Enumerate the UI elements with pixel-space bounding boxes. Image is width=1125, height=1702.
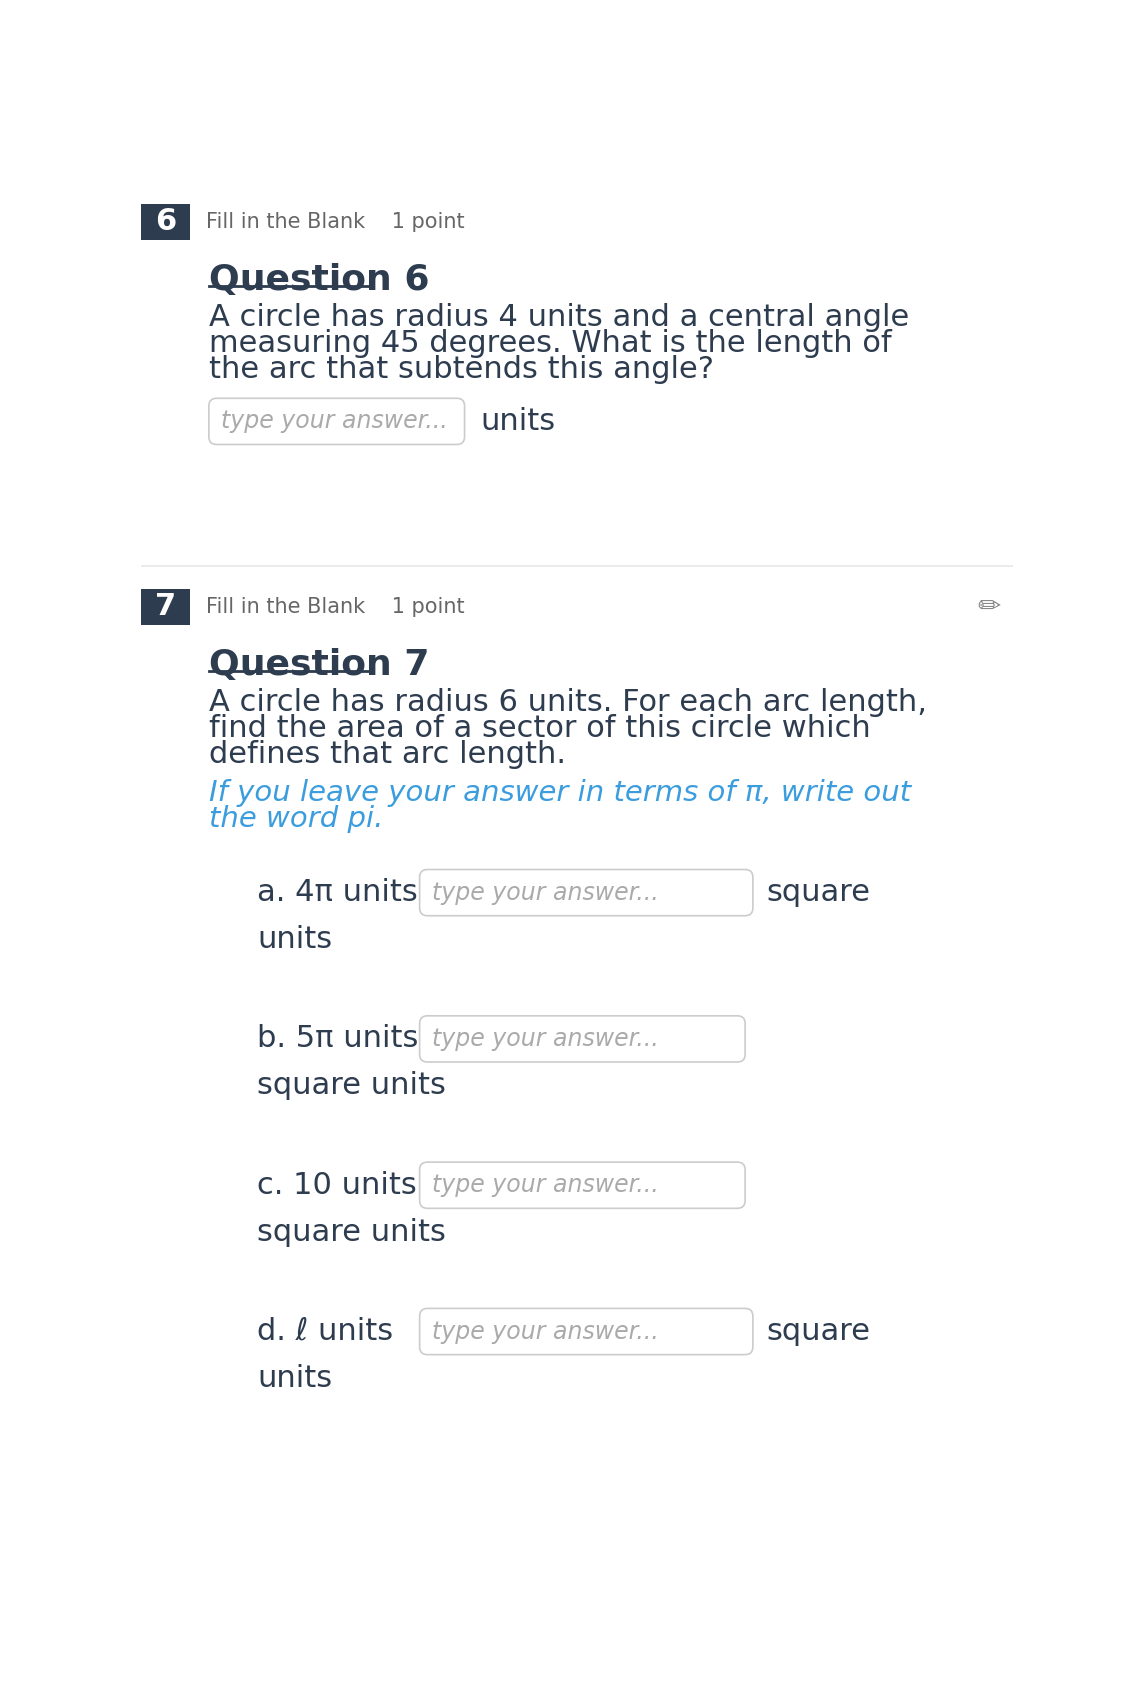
Text: d. ℓ units: d. ℓ units [256, 1317, 393, 1346]
FancyBboxPatch shape [420, 1309, 753, 1355]
FancyBboxPatch shape [420, 1162, 745, 1208]
Text: type your answer...: type your answer... [432, 1173, 659, 1197]
Text: 7: 7 [155, 592, 176, 621]
Text: A circle has radius 6 units. For each arc length,: A circle has radius 6 units. For each ar… [209, 688, 927, 717]
Text: the arc that subtends this angle?: the arc that subtends this angle? [209, 356, 714, 385]
Text: A circle has radius 4 units and a central angle: A circle has radius 4 units and a centra… [209, 303, 909, 332]
Text: the word pi.: the word pi. [209, 805, 384, 832]
Text: Fill in the Blank    1 point: Fill in the Blank 1 point [206, 213, 465, 231]
Text: 6: 6 [155, 208, 176, 237]
Text: square: square [767, 1317, 871, 1346]
FancyBboxPatch shape [209, 398, 465, 444]
Text: units: units [256, 924, 332, 953]
FancyBboxPatch shape [141, 589, 190, 625]
Text: If you leave your answer in terms of π, write out: If you leave your answer in terms of π, … [209, 778, 911, 807]
Text: defines that arc length.: defines that arc length. [209, 740, 566, 769]
FancyBboxPatch shape [420, 870, 753, 916]
Text: measuring 45 degrees. What is the length of: measuring 45 degrees. What is the length… [209, 328, 891, 357]
Text: units: units [480, 407, 556, 436]
Text: a. 4π units: a. 4π units [256, 878, 417, 907]
Text: Question 7: Question 7 [209, 648, 430, 683]
Text: c. 10 units: c. 10 units [256, 1171, 416, 1200]
Text: units: units [256, 1363, 332, 1392]
Text: square units: square units [256, 1217, 446, 1246]
Text: type your answer...: type your answer... [222, 410, 448, 434]
Text: square: square [767, 878, 871, 907]
Text: type your answer...: type your answer... [432, 1026, 659, 1050]
Text: type your answer...: type your answer... [432, 880, 659, 905]
Text: type your answer...: type your answer... [432, 1319, 659, 1343]
Text: b. 5π units: b. 5π units [256, 1025, 418, 1054]
Text: find the area of a sector of this circle which: find the area of a sector of this circle… [209, 713, 871, 744]
FancyBboxPatch shape [141, 204, 190, 240]
Text: square units: square units [256, 1071, 446, 1099]
Text: ✏: ✏ [978, 592, 1001, 621]
Text: Fill in the Blank    1 point: Fill in the Blank 1 point [206, 597, 465, 616]
Text: Question 6: Question 6 [209, 262, 430, 296]
FancyBboxPatch shape [420, 1016, 745, 1062]
